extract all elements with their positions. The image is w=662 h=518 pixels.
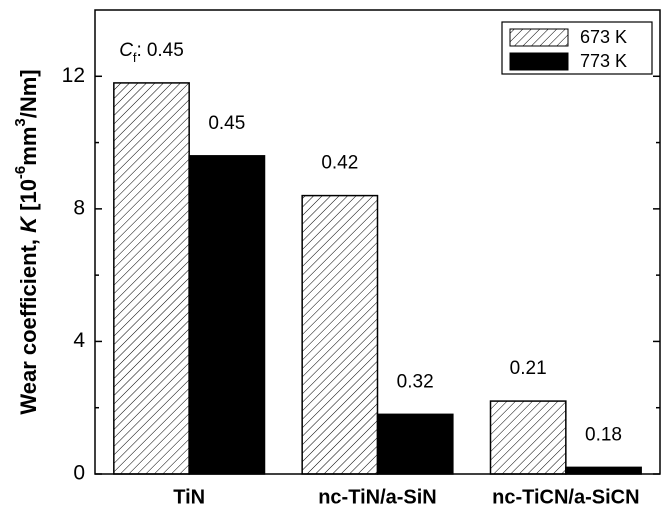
friction-symbol: C (119, 40, 133, 61)
x-tick-label: nc-TiCN/a-SiCN (492, 486, 639, 508)
y-axis-label-part: K (16, 215, 41, 233)
legend-label: 773 K (580, 51, 627, 71)
y-axis-label: Wear coefficient, K [10-6mm3/Nm] (12, 69, 40, 414)
bar (376, 413, 454, 475)
legend-label: 673 K (580, 27, 627, 47)
y-tick-label: 12 (62, 64, 85, 87)
x-tick-label: nc-TiN/a-SiN (318, 486, 437, 508)
plot-frame (94, 9, 661, 475)
y-tick-label: 8 (73, 196, 85, 219)
friction-label: 0.21 (510, 358, 547, 379)
friction-value: 0.18 (585, 424, 622, 445)
friction-label: 0.32 (397, 371, 434, 392)
y-axis-label-part: -6 (12, 166, 29, 179)
legend-swatch (509, 28, 569, 47)
y-axis-label-part: mm (16, 127, 41, 166)
y-axis-label-part: [10 (16, 179, 41, 217)
friction-value: 0.45 (147, 40, 184, 61)
friction-label: 0.42 (321, 153, 358, 174)
y-axis-label-part: /Nm] (16, 69, 41, 118)
bar (188, 155, 266, 475)
friction-value: 0.21 (510, 358, 547, 379)
friction-value: 0.45 (208, 113, 245, 134)
y-tick-label: 4 (73, 329, 85, 352)
bar (565, 466, 642, 475)
friction-separator: : (137, 40, 142, 61)
friction-value: 0.32 (397, 371, 434, 392)
y-tick-label: 0 (73, 462, 85, 485)
friction-label: Cf: 0.45 (119, 40, 184, 65)
friction-subscript: f (133, 50, 137, 65)
bar (113, 82, 190, 475)
friction-label: 0.45 (208, 113, 245, 134)
friction-label: 0.18 (585, 424, 622, 445)
bar (489, 400, 567, 475)
legend-swatch (509, 52, 569, 71)
bar (301, 194, 379, 475)
friction-value: 0.42 (321, 153, 358, 174)
y-axis-label-part: Wear coefficient, (16, 233, 41, 415)
x-tick-label: TiN (173, 486, 205, 508)
y-axis-label-part: 3 (12, 118, 29, 126)
